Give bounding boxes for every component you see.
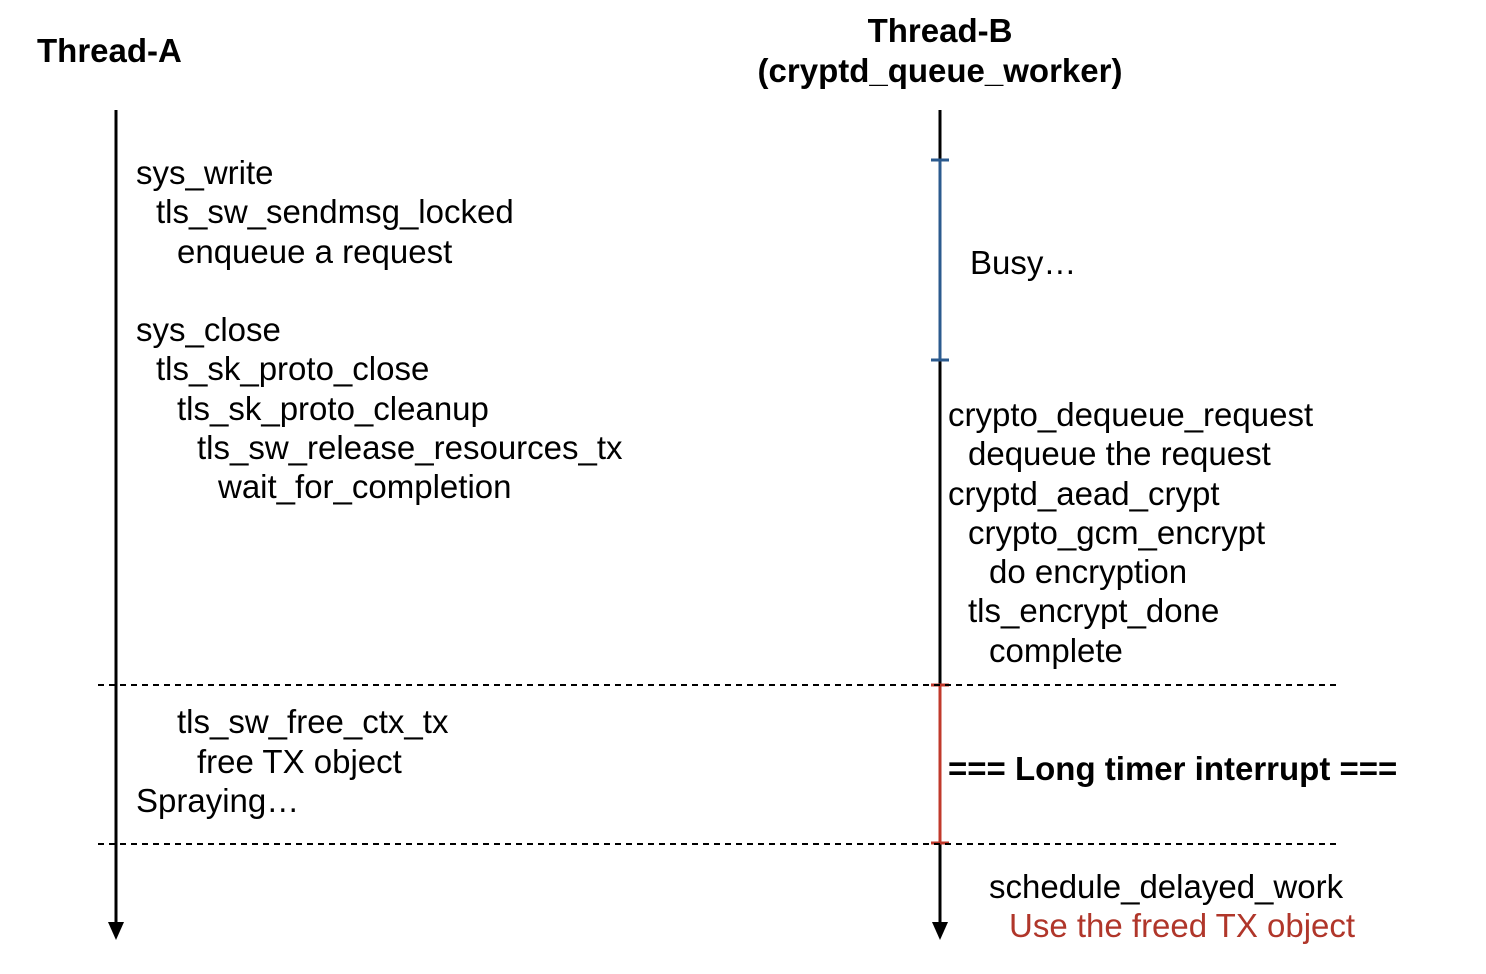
thread-a-line-free-tx: free TX object (197, 743, 402, 780)
thread-b-line-complete: complete (989, 632, 1123, 669)
thread-a-line-spraying: Spraying… (136, 782, 300, 819)
thread-b-title: Thread-B (867, 12, 1013, 49)
thread-a-line-proto-cleanup: tls_sk_proto_cleanup (177, 390, 489, 427)
thread-a-line-enqueue: enqueue a request (177, 233, 453, 270)
thread-a-line-release-resources: tls_sw_release_resources_tx (197, 429, 623, 466)
thread-a-title: Thread-A (37, 32, 182, 69)
thread-a-line-free-ctx: tls_sw_free_ctx_tx (177, 703, 449, 740)
thread-b-interrupt-label: === Long timer interrupt === (948, 750, 1398, 787)
thread-b-line-dequeue-request: crypto_dequeue_request (948, 396, 1314, 433)
thread-a-arrowhead (108, 922, 124, 940)
thread-b-line-gcm-encrypt: crypto_gcm_encrypt (968, 514, 1266, 551)
thread-b-line-use-after-free: Use the freed TX object (1009, 907, 1356, 944)
thread-b-line-encrypt-done: tls_encrypt_done (968, 592, 1220, 629)
thread-a-line-proto-close: tls_sk_proto_close (156, 350, 430, 387)
thread-a-line-sys-write: sys_write (136, 154, 274, 191)
thread-b-line-schedule-delayed-work: schedule_delayed_work (989, 868, 1344, 905)
thread-a-line-wait-completion: wait_for_completion (218, 468, 512, 505)
thread-b-subtitle: (cryptd_queue_worker) (757, 52, 1123, 89)
thread-a-line-sys-close: sys_close (136, 311, 281, 348)
thread-b-arrowhead (932, 922, 948, 940)
thread-b-line-aead-crypt: cryptd_aead_crypt (948, 475, 1220, 512)
thread-b-line-do-encryption: do encryption (989, 553, 1188, 590)
thread-b-busy-label: Busy… (970, 244, 1077, 281)
thread-a-line-sendmsg: tls_sw_sendmsg_locked (156, 193, 514, 230)
thread-b-line-dequeue-the-request: dequeue the request (968, 435, 1271, 472)
